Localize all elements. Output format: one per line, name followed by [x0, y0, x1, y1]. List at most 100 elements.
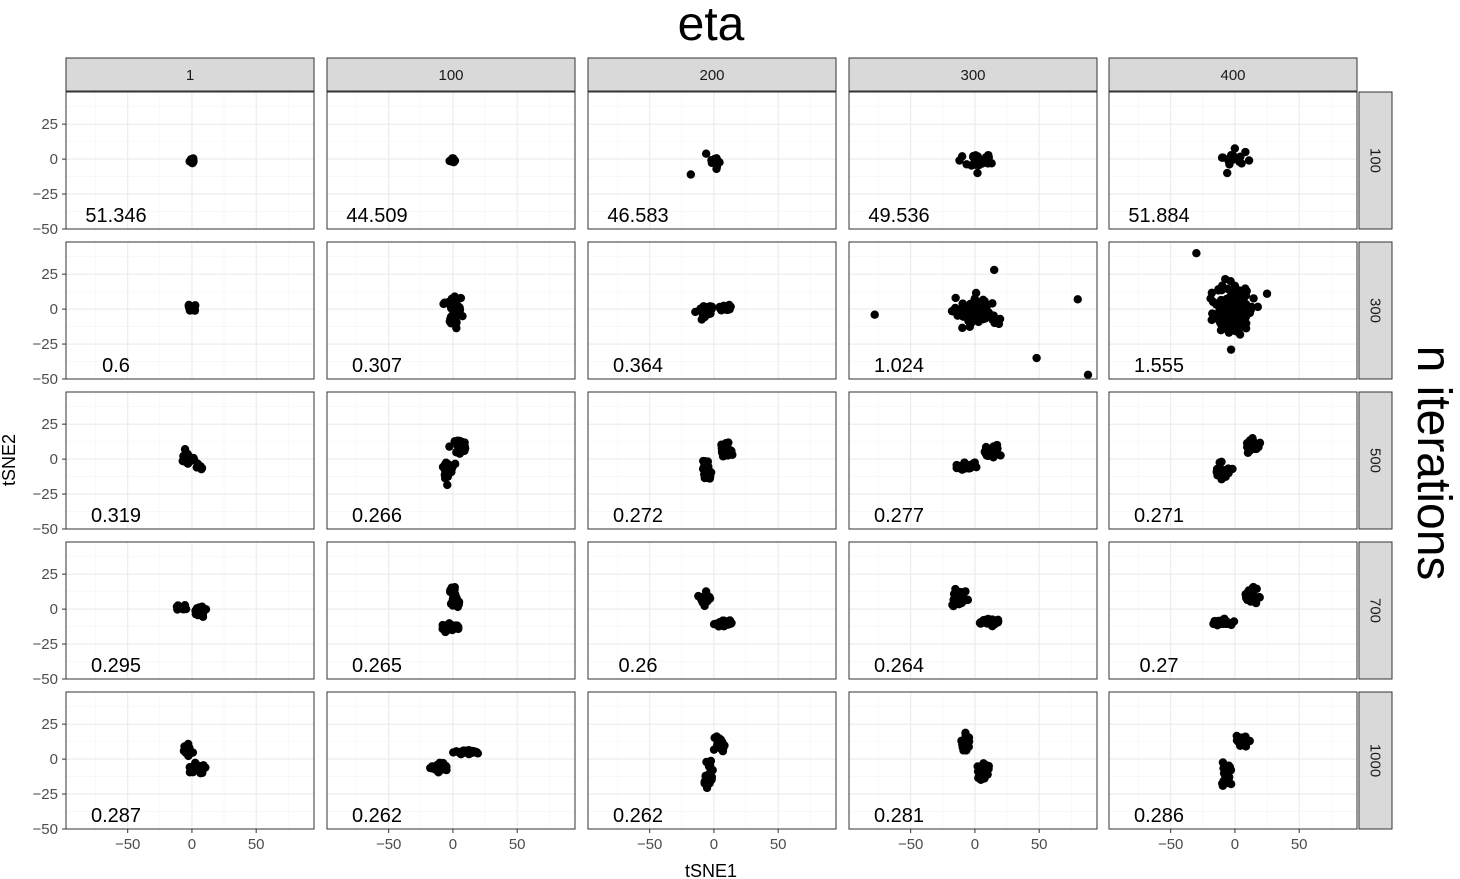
- data-point: [446, 465, 456, 475]
- panel-points: [445, 154, 460, 167]
- y-tick-label: 0: [50, 451, 58, 468]
- data-point: [1032, 353, 1041, 363]
- data-point: [973, 152, 982, 161]
- data-point: [715, 617, 725, 627]
- panel-points: [426, 746, 483, 777]
- panel-annotation: 0.319: [91, 505, 141, 527]
- data-point: [201, 605, 211, 614]
- panel-border: [587, 541, 837, 680]
- data-point: [707, 302, 717, 311]
- data-point: [449, 598, 459, 607]
- panel-border: [65, 541, 315, 680]
- panel-border: [1108, 241, 1358, 380]
- panel-background: [1109, 542, 1357, 679]
- panel-border: [326, 91, 576, 230]
- panel-points: [870, 265, 1093, 379]
- panel-grid: [327, 392, 575, 529]
- y-tick-label: 0: [50, 151, 58, 168]
- column-strip-label: 200: [699, 67, 724, 84]
- data-point: [990, 265, 999, 275]
- data-point: [187, 156, 196, 165]
- data-point: [718, 443, 728, 452]
- data-point: [870, 310, 879, 319]
- panel-border: [65, 391, 315, 530]
- row-strips: 100 300 500 700 1000: [1358, 91, 1393, 830]
- data-point: [189, 453, 198, 463]
- data-point: [955, 156, 964, 165]
- data-point: [719, 744, 728, 753]
- data-point: [1241, 147, 1250, 157]
- facet-panel: 0.265: [326, 541, 576, 680]
- panel-grid: [66, 692, 314, 829]
- data-point: [190, 306, 199, 315]
- row-strip-label: 300: [1367, 298, 1384, 323]
- data-point: [974, 160, 984, 170]
- facet-panel: 0.272: [587, 391, 837, 530]
- panel-background: [849, 692, 1097, 829]
- y-tick-label: −50: [33, 221, 58, 238]
- data-point: [989, 311, 998, 320]
- data-point: [455, 447, 464, 457]
- row-strip-label: 500: [1367, 448, 1384, 473]
- panel-grid: [849, 542, 1097, 679]
- facet-panel: 44.509: [326, 91, 576, 230]
- panel-points: [700, 732, 729, 793]
- data-point: [1230, 144, 1240, 153]
- data-point: [1073, 295, 1082, 304]
- panel-border: [1108, 91, 1358, 230]
- data-point: [715, 158, 724, 167]
- data-point: [987, 159, 996, 168]
- data-point: [1249, 294, 1258, 303]
- data-point: [1240, 320, 1249, 329]
- data-point: [1209, 298, 1218, 307]
- data-point: [972, 315, 981, 324]
- y-tick-label: 25: [41, 566, 58, 583]
- data-point: [1218, 298, 1228, 307]
- column-strip-label: 400: [1220, 67, 1245, 84]
- data-point: [453, 436, 462, 445]
- data-point: [452, 311, 462, 320]
- data-point: [991, 447, 1000, 456]
- facet-row-title: n iterations: [1407, 346, 1460, 581]
- data-point: [1248, 443, 1258, 452]
- panel-border: [1108, 391, 1358, 530]
- data-point: [1230, 317, 1240, 327]
- y-tick-label: −25: [33, 636, 58, 653]
- column-strip: [65, 57, 315, 92]
- data-point: [1251, 596, 1261, 605]
- data-point: [1226, 345, 1236, 354]
- data-point: [180, 445, 190, 454]
- panel-border: [65, 691, 315, 830]
- panel-annotation: 0.277: [874, 505, 924, 527]
- data-point: [700, 473, 709, 483]
- data-point: [958, 323, 967, 333]
- column-strip: [848, 57, 1098, 92]
- panel-points: [1212, 433, 1265, 484]
- panel-annotation: 0.286: [1134, 805, 1184, 827]
- panel-border: [65, 91, 315, 230]
- panel-border: [587, 391, 837, 530]
- y-tick-label: −50: [33, 521, 58, 538]
- x-tick-label: 50: [509, 836, 526, 853]
- row-strip-label: 1000: [1367, 744, 1384, 777]
- y-tick-label: −25: [33, 186, 58, 203]
- data-point: [981, 307, 990, 316]
- y-tick-label: 0: [50, 751, 58, 768]
- panel-border: [848, 91, 1098, 230]
- x-tick-label: 50: [248, 836, 265, 853]
- data-point: [445, 442, 454, 451]
- data-point: [452, 295, 461, 304]
- panel-border: [848, 691, 1098, 830]
- panel-grid: [588, 392, 836, 529]
- panel-grid: [588, 692, 836, 829]
- panel-grid: [66, 542, 314, 679]
- column-strip: [587, 57, 837, 92]
- panel-annotation: 0.265: [352, 655, 402, 677]
- y-tick-label: 25: [41, 416, 58, 433]
- data-point: [192, 762, 201, 771]
- data-point: [466, 747, 475, 757]
- x-tick-label: −50: [1158, 836, 1183, 853]
- data-point: [1228, 289, 1237, 298]
- data-point: [430, 763, 439, 773]
- y-tick-label: −25: [33, 786, 58, 803]
